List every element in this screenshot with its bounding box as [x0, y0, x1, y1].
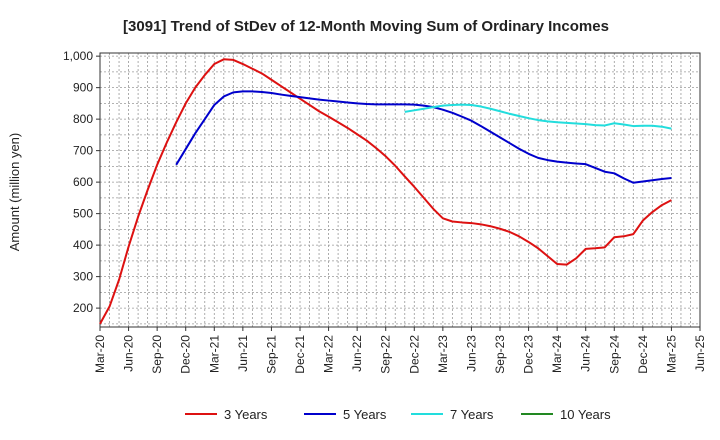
y-axis-label: Amount (million yen)	[7, 133, 22, 252]
x-tick-label: Mar-21	[207, 335, 221, 373]
x-tick-label: Sep-21	[264, 335, 278, 374]
y-axis-ticks: 200 300 400 500 600 700 800 900 1,000	[63, 49, 100, 315]
x-tick-label: Jun-20	[122, 335, 136, 372]
x-tick-label: Mar-23	[436, 335, 450, 373]
legend-label: 7 Years	[450, 407, 494, 422]
legend-label: 5 Years	[343, 407, 387, 422]
series-line-7-years	[404, 103, 672, 130]
y-tick-label: 600	[73, 175, 93, 189]
x-tick-label: Jun-24	[579, 335, 593, 372]
y-tick-label: 500	[73, 207, 93, 221]
plot-area	[100, 53, 700, 327]
legend-label: 3 Years	[224, 407, 268, 422]
x-tick-label: Sep-24	[607, 335, 621, 374]
legend-label: 10 Years	[560, 407, 611, 422]
x-axis-ticks: Mar-20 Jun-20 Sep-20 Dec-20 Mar-21 Jun-21 Sep-…	[93, 327, 707, 374]
y-tick-label: 700	[73, 144, 93, 158]
x-tick-label: Dec-21	[293, 335, 307, 374]
grid-lines	[100, 53, 700, 327]
plot-frame	[99, 52, 701, 328]
x-tick-label: Sep-23	[493, 335, 507, 374]
x-tick-label: Mar-25	[664, 335, 678, 373]
x-tick-label: Sep-22	[379, 335, 393, 374]
series-line-5-years	[175, 90, 672, 184]
series-layer	[99, 58, 672, 325]
y-tick-label: 1,000	[63, 49, 93, 63]
x-tick-label: Dec-24	[636, 335, 650, 374]
series-line-3-years	[99, 58, 672, 325]
chart-title: [3091] Trend of StDev of 12-Month Moving…	[123, 18, 609, 35]
x-tick-label: Jun-21	[236, 335, 250, 372]
x-tick-label: Sep-20	[150, 335, 164, 374]
y-tick-label: 400	[73, 238, 93, 252]
x-tick-label: Jun-25	[693, 335, 707, 372]
y-tick-label: 300	[73, 270, 93, 284]
x-tick-label: Dec-20	[179, 335, 193, 374]
y-tick-label: 900	[73, 81, 93, 95]
y-tick-label: 800	[73, 112, 93, 126]
x-tick-label: Jun-23	[464, 335, 478, 372]
x-tick-label: Jun-22	[350, 335, 364, 372]
x-tick-label: Mar-24	[550, 335, 564, 373]
x-tick-label: Dec-23	[522, 335, 536, 374]
y-tick-label: 200	[73, 301, 93, 315]
x-tick-label: Dec-22	[407, 335, 421, 374]
legend: 3 Years 5 Years 7 Years 10 Years	[185, 407, 611, 422]
x-tick-label: Mar-20	[93, 335, 107, 373]
x-tick-label: Mar-22	[322, 335, 336, 373]
